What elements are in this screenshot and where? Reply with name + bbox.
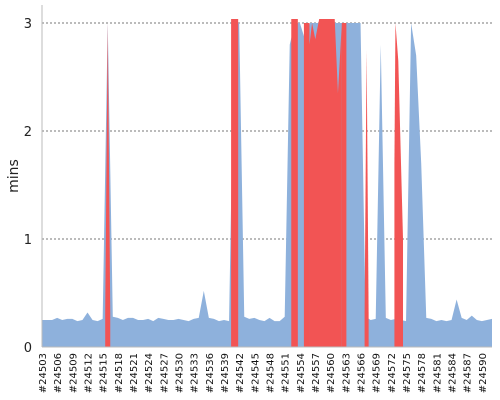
series-area	[42, 23, 492, 347]
y-axis-title: mins	[6, 159, 22, 193]
x-tick-label-2: #24509	[68, 353, 79, 393]
spike-layer	[105, 19, 404, 347]
x-tick-label-28: #24587	[463, 353, 474, 393]
x-tick-label-13: #24542	[235, 353, 246, 393]
spike-7	[394, 23, 404, 347]
y-tick-label-1: 1	[24, 233, 32, 248]
x-tick-label-24: #24575	[402, 353, 413, 393]
x-tick-label-5: #24518	[114, 353, 125, 393]
y-tick-labels: 0 1 2 3	[24, 17, 32, 356]
x-tick-label-16: #24551	[281, 353, 292, 393]
x-tick-label-4: #24515	[99, 353, 110, 393]
y-tick-label-2: 2	[24, 125, 32, 140]
x-tick-label-10: #24533	[190, 353, 201, 393]
grid	[42, 22, 492, 240]
axes	[41, 5, 492, 348]
x-tick-label-25: #24578	[417, 353, 428, 393]
spike-5	[341, 23, 347, 347]
x-tick-label-29: #24590	[478, 353, 489, 393]
spike-2	[291, 19, 298, 347]
x-tick-label-26: #24581	[432, 353, 443, 393]
x-tick-label-20: #24563	[341, 353, 352, 393]
x-tick-label-7: #24524	[144, 353, 155, 393]
spike-0	[105, 23, 111, 347]
x-tick-label-8: #24527	[159, 353, 170, 393]
x-tick-label-15: #24548	[266, 353, 277, 393]
x-tick-label-21: #24566	[357, 353, 368, 393]
x-tick-label-0: #24503	[38, 353, 49, 393]
x-tick-label-18: #24557	[311, 353, 322, 393]
x-tick-label-14: #24545	[250, 353, 261, 393]
spike-4	[309, 19, 342, 347]
x-tick-labels: #24503 #24506 #24509 #24512 #24515 #24518 #245…	[38, 353, 489, 393]
x-tick-label-11: #24536	[205, 353, 216, 393]
y-tick-label-0: 0	[24, 341, 32, 356]
spike-3	[303, 23, 310, 347]
x-tick-label-6: #24521	[129, 353, 140, 393]
x-tick-label-23: #24572	[387, 353, 398, 393]
x-tick-label-3: #24512	[84, 353, 95, 393]
x-tick-label-1: #24506	[53, 353, 64, 393]
spike-1	[231, 19, 239, 347]
x-tick-label-19: #24560	[326, 353, 337, 393]
x-tick-label-22: #24569	[372, 353, 383, 393]
series-layer	[42, 23, 492, 347]
x-tick-label-12: #24539	[220, 353, 231, 393]
x-tick-label-27: #24584	[448, 353, 459, 393]
y-tick-label-3: 3	[24, 17, 32, 32]
spike-6	[364, 50, 369, 347]
x-tick-label-17: #24554	[296, 353, 307, 393]
x-tick-label-9: #24530	[175, 353, 186, 393]
